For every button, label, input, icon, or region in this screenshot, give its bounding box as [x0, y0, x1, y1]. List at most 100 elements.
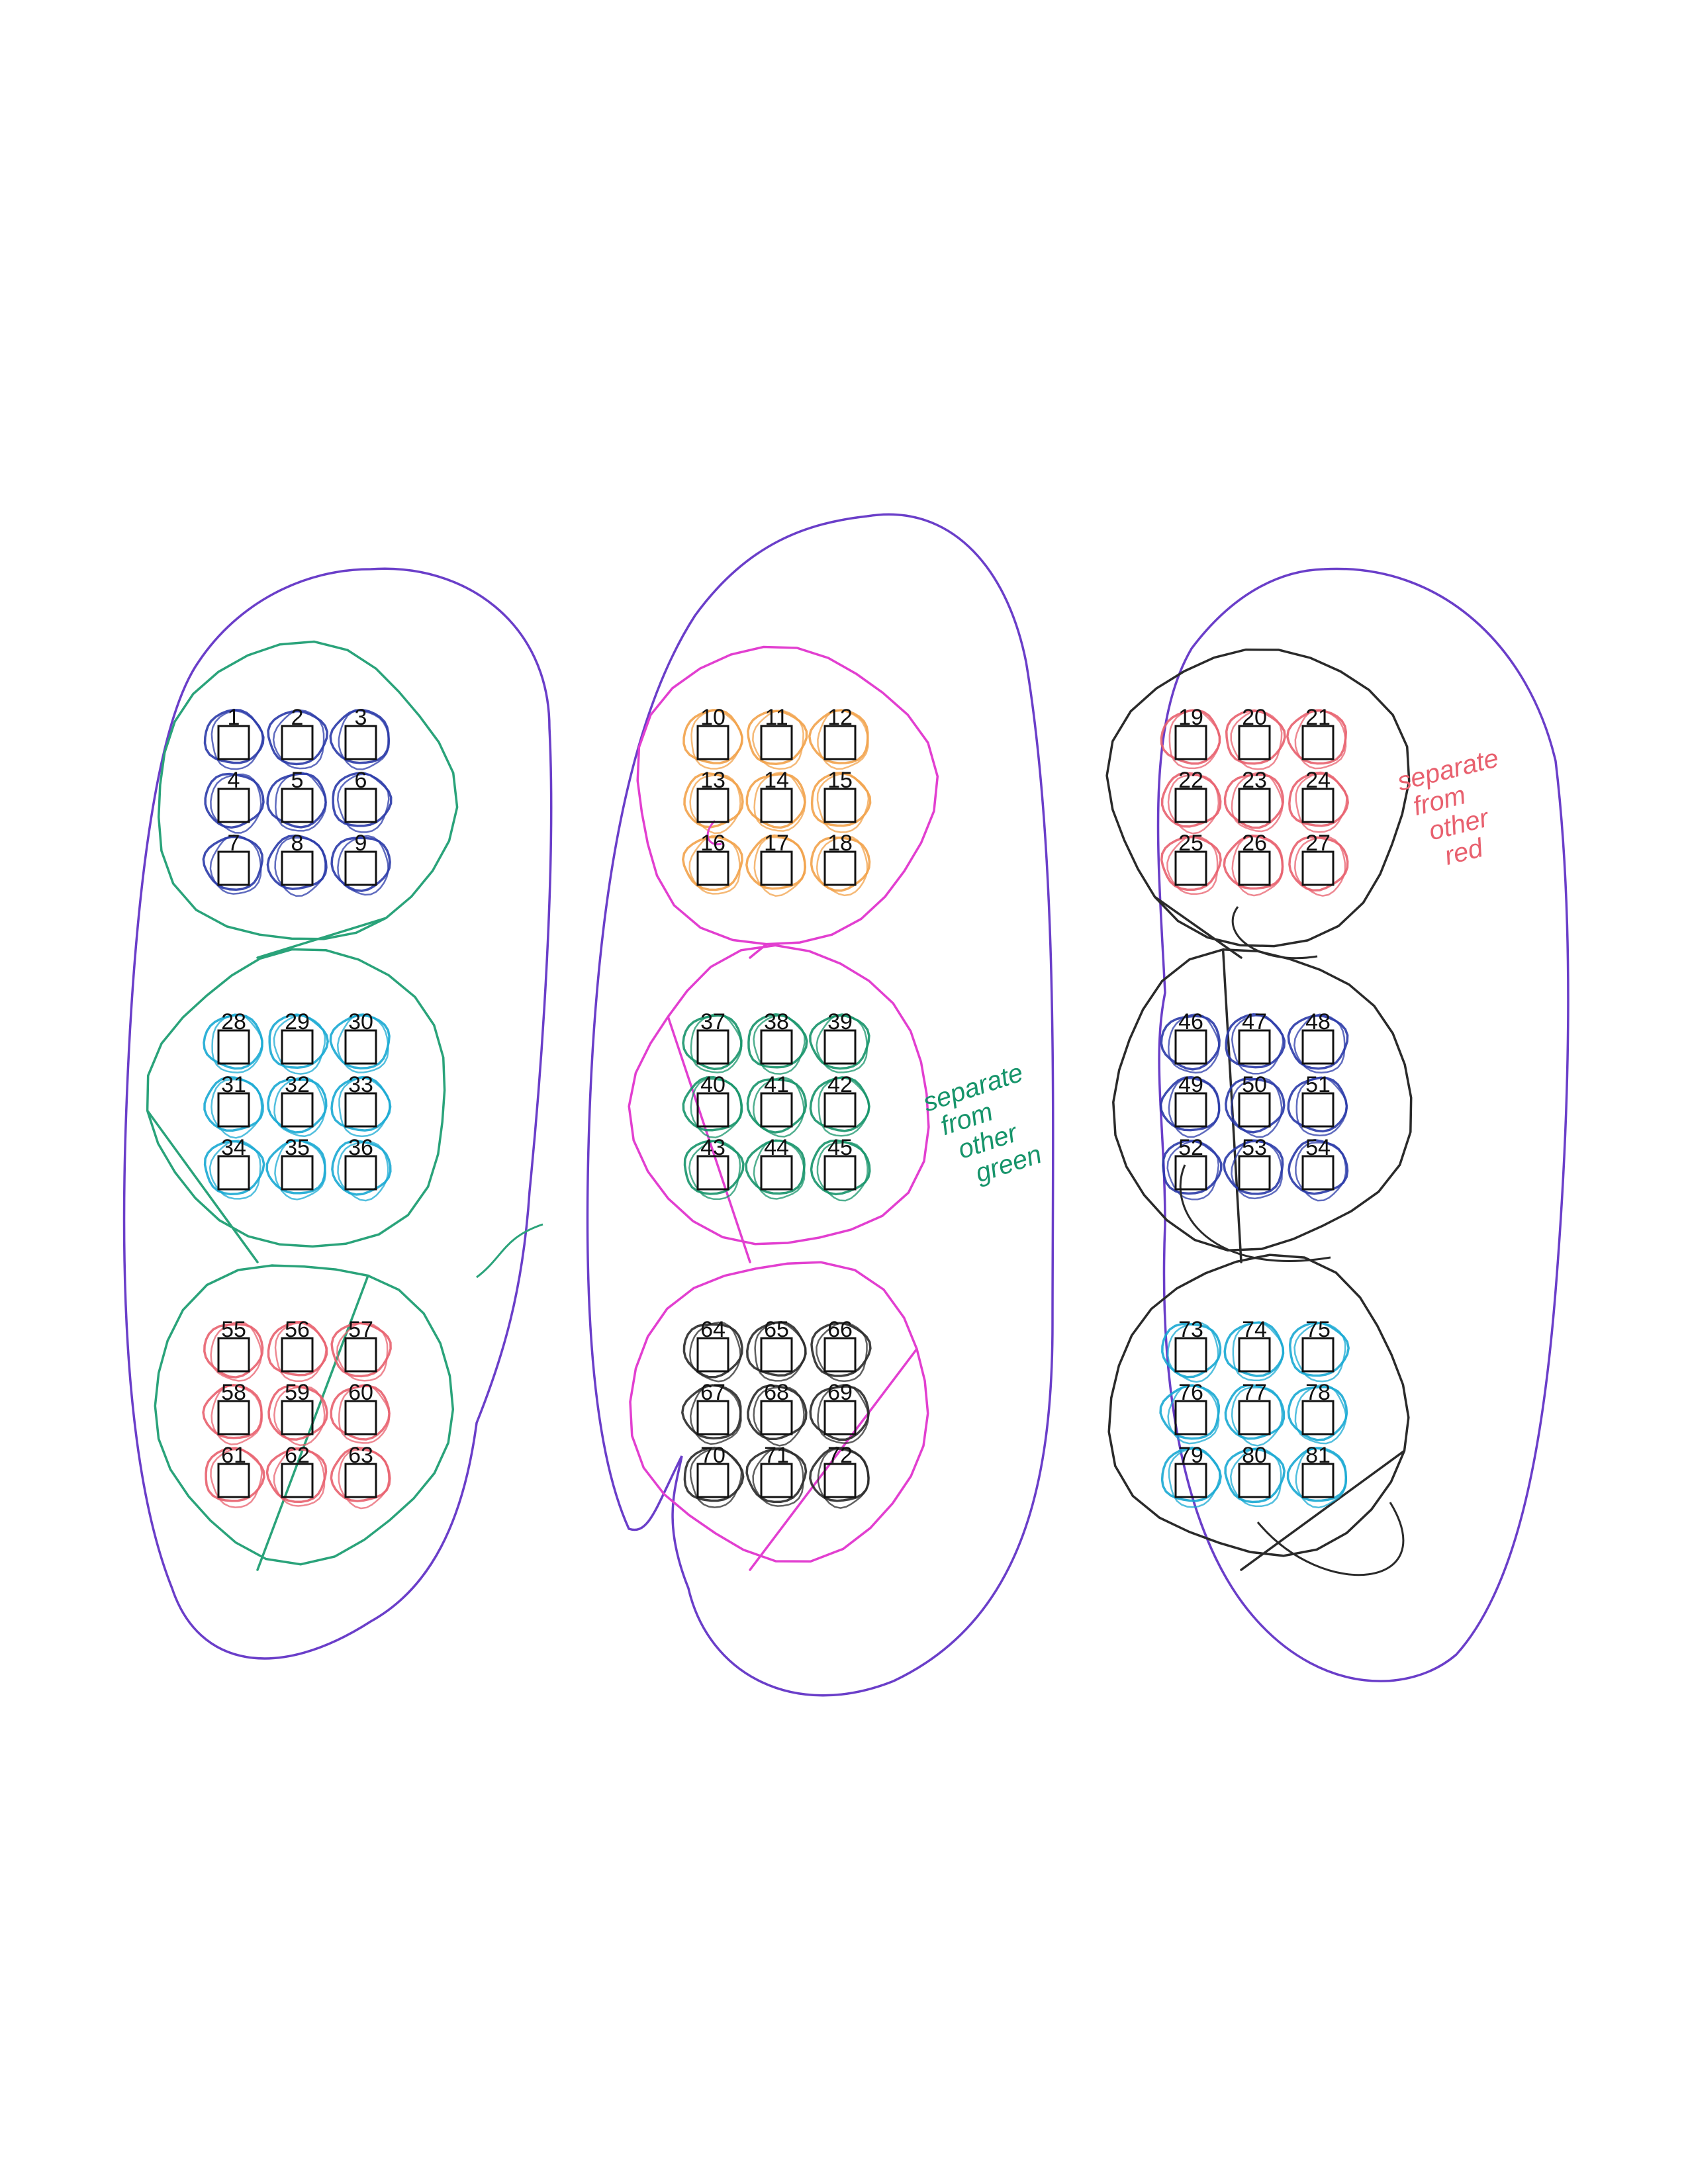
column-outlines [124, 514, 1568, 1695]
item-box-23 [1239, 789, 1270, 822]
item-box-47 [1239, 1030, 1270, 1064]
item-number: 53 [1242, 1135, 1267, 1160]
item-number: 28 [221, 1009, 246, 1034]
item-box-20 [1239, 726, 1270, 759]
item-number: 68 [764, 1380, 789, 1405]
item-box-68 [761, 1401, 792, 1434]
item-box-81 [1303, 1464, 1333, 1497]
item-box-56 [282, 1338, 312, 1371]
item-number: 36 [348, 1135, 373, 1160]
item-number: 54 [1305, 1135, 1331, 1160]
item-box-14 [761, 789, 792, 822]
item-box-19 [1176, 726, 1206, 759]
item-number: 73 [1178, 1317, 1203, 1342]
item-box-69 [825, 1401, 855, 1434]
item-number: 12 [827, 705, 853, 730]
item-number: 29 [285, 1009, 310, 1034]
group-ring-G [155, 1265, 453, 1570]
item-box-12 [825, 726, 855, 759]
item-number: 81 [1305, 1443, 1331, 1468]
item-box-60 [346, 1401, 376, 1434]
item-box-53 [1239, 1156, 1270, 1189]
item-number: 64 [700, 1317, 726, 1342]
item-number: 50 [1242, 1072, 1267, 1097]
item-box-66 [825, 1338, 855, 1371]
item-box-21 [1303, 726, 1333, 759]
numbered-boxes: 1 2 34 5 67 8 910 11 1213 14 1516 17 1819 20 2122 23 242… [218, 705, 1333, 1497]
item-box-2 [282, 726, 312, 759]
item-number: 16 [700, 831, 726, 856]
group-ring-H [630, 1262, 928, 1570]
item-box-46 [1176, 1030, 1206, 1064]
item-box-39 [825, 1030, 855, 1064]
item-box-44 [761, 1156, 792, 1189]
item-number: 26 [1242, 831, 1267, 856]
item-box-10 [698, 726, 728, 759]
item-number: 2 [291, 705, 304, 730]
item-number: 61 [221, 1443, 246, 1468]
item-circles [203, 710, 1403, 1575]
item-box-32 [282, 1093, 312, 1126]
item-number: 41 [764, 1072, 789, 1097]
item-number: 49 [1178, 1072, 1203, 1097]
item-box-35 [282, 1156, 312, 1189]
item-number: 48 [1305, 1009, 1331, 1034]
item-box-38 [761, 1030, 792, 1064]
item-number: 6 [355, 768, 367, 793]
item-number: 7 [228, 831, 240, 856]
item-box-4 [218, 789, 249, 822]
item-number: 38 [764, 1009, 789, 1034]
item-box-72 [825, 1464, 855, 1497]
item-number: 66 [827, 1317, 853, 1342]
item-box-30 [346, 1030, 376, 1064]
item-number: 19 [1178, 705, 1203, 730]
handwritten-notes: separatefromothergreenseparatefromotherr… [919, 743, 1522, 1197]
item-number: 44 [764, 1135, 789, 1160]
item-box-17 [761, 852, 792, 885]
item-box-28 [218, 1030, 249, 1064]
item-box-27 [1303, 852, 1333, 885]
item-box-67 [698, 1401, 728, 1434]
item-box-50 [1239, 1093, 1270, 1126]
item-box-61 [218, 1464, 249, 1497]
item-number: 55 [221, 1317, 246, 1342]
item-number: 40 [700, 1072, 726, 1097]
item-box-18 [825, 852, 855, 885]
item-box-73 [1176, 1338, 1206, 1371]
item-number: 13 [700, 768, 726, 793]
item-number: 25 [1178, 831, 1203, 856]
item-box-36 [346, 1156, 376, 1189]
item-box-22 [1176, 789, 1206, 822]
item-box-15 [825, 789, 855, 822]
item-number: 58 [221, 1380, 246, 1405]
item-number: 32 [285, 1072, 310, 1097]
item-number: 31 [221, 1072, 246, 1097]
item-box-77 [1239, 1401, 1270, 1434]
item-number: 34 [221, 1135, 246, 1160]
item-number: 33 [348, 1072, 373, 1097]
item-box-58 [218, 1401, 249, 1434]
item-number: 45 [827, 1135, 853, 1160]
item-number: 9 [355, 831, 367, 856]
item-box-6 [346, 789, 376, 822]
item-number: 27 [1305, 831, 1331, 856]
item-box-71 [761, 1464, 792, 1497]
item-number: 24 [1305, 768, 1331, 793]
item-number: 47 [1242, 1009, 1267, 1034]
item-number: 77 [1242, 1380, 1267, 1405]
item-box-42 [825, 1093, 855, 1126]
item-box-49 [1176, 1093, 1206, 1126]
item-box-24 [1303, 789, 1333, 822]
item-number: 52 [1178, 1135, 1203, 1160]
flourish-stroke [1258, 1502, 1403, 1575]
item-box-37 [698, 1030, 728, 1064]
item-number: 74 [1242, 1317, 1267, 1342]
item-number: 18 [827, 831, 853, 856]
item-box-3 [346, 726, 376, 759]
item-box-11 [761, 726, 792, 759]
item-box-9 [346, 852, 376, 885]
item-number: 67 [700, 1380, 726, 1405]
item-box-54 [1303, 1156, 1333, 1189]
